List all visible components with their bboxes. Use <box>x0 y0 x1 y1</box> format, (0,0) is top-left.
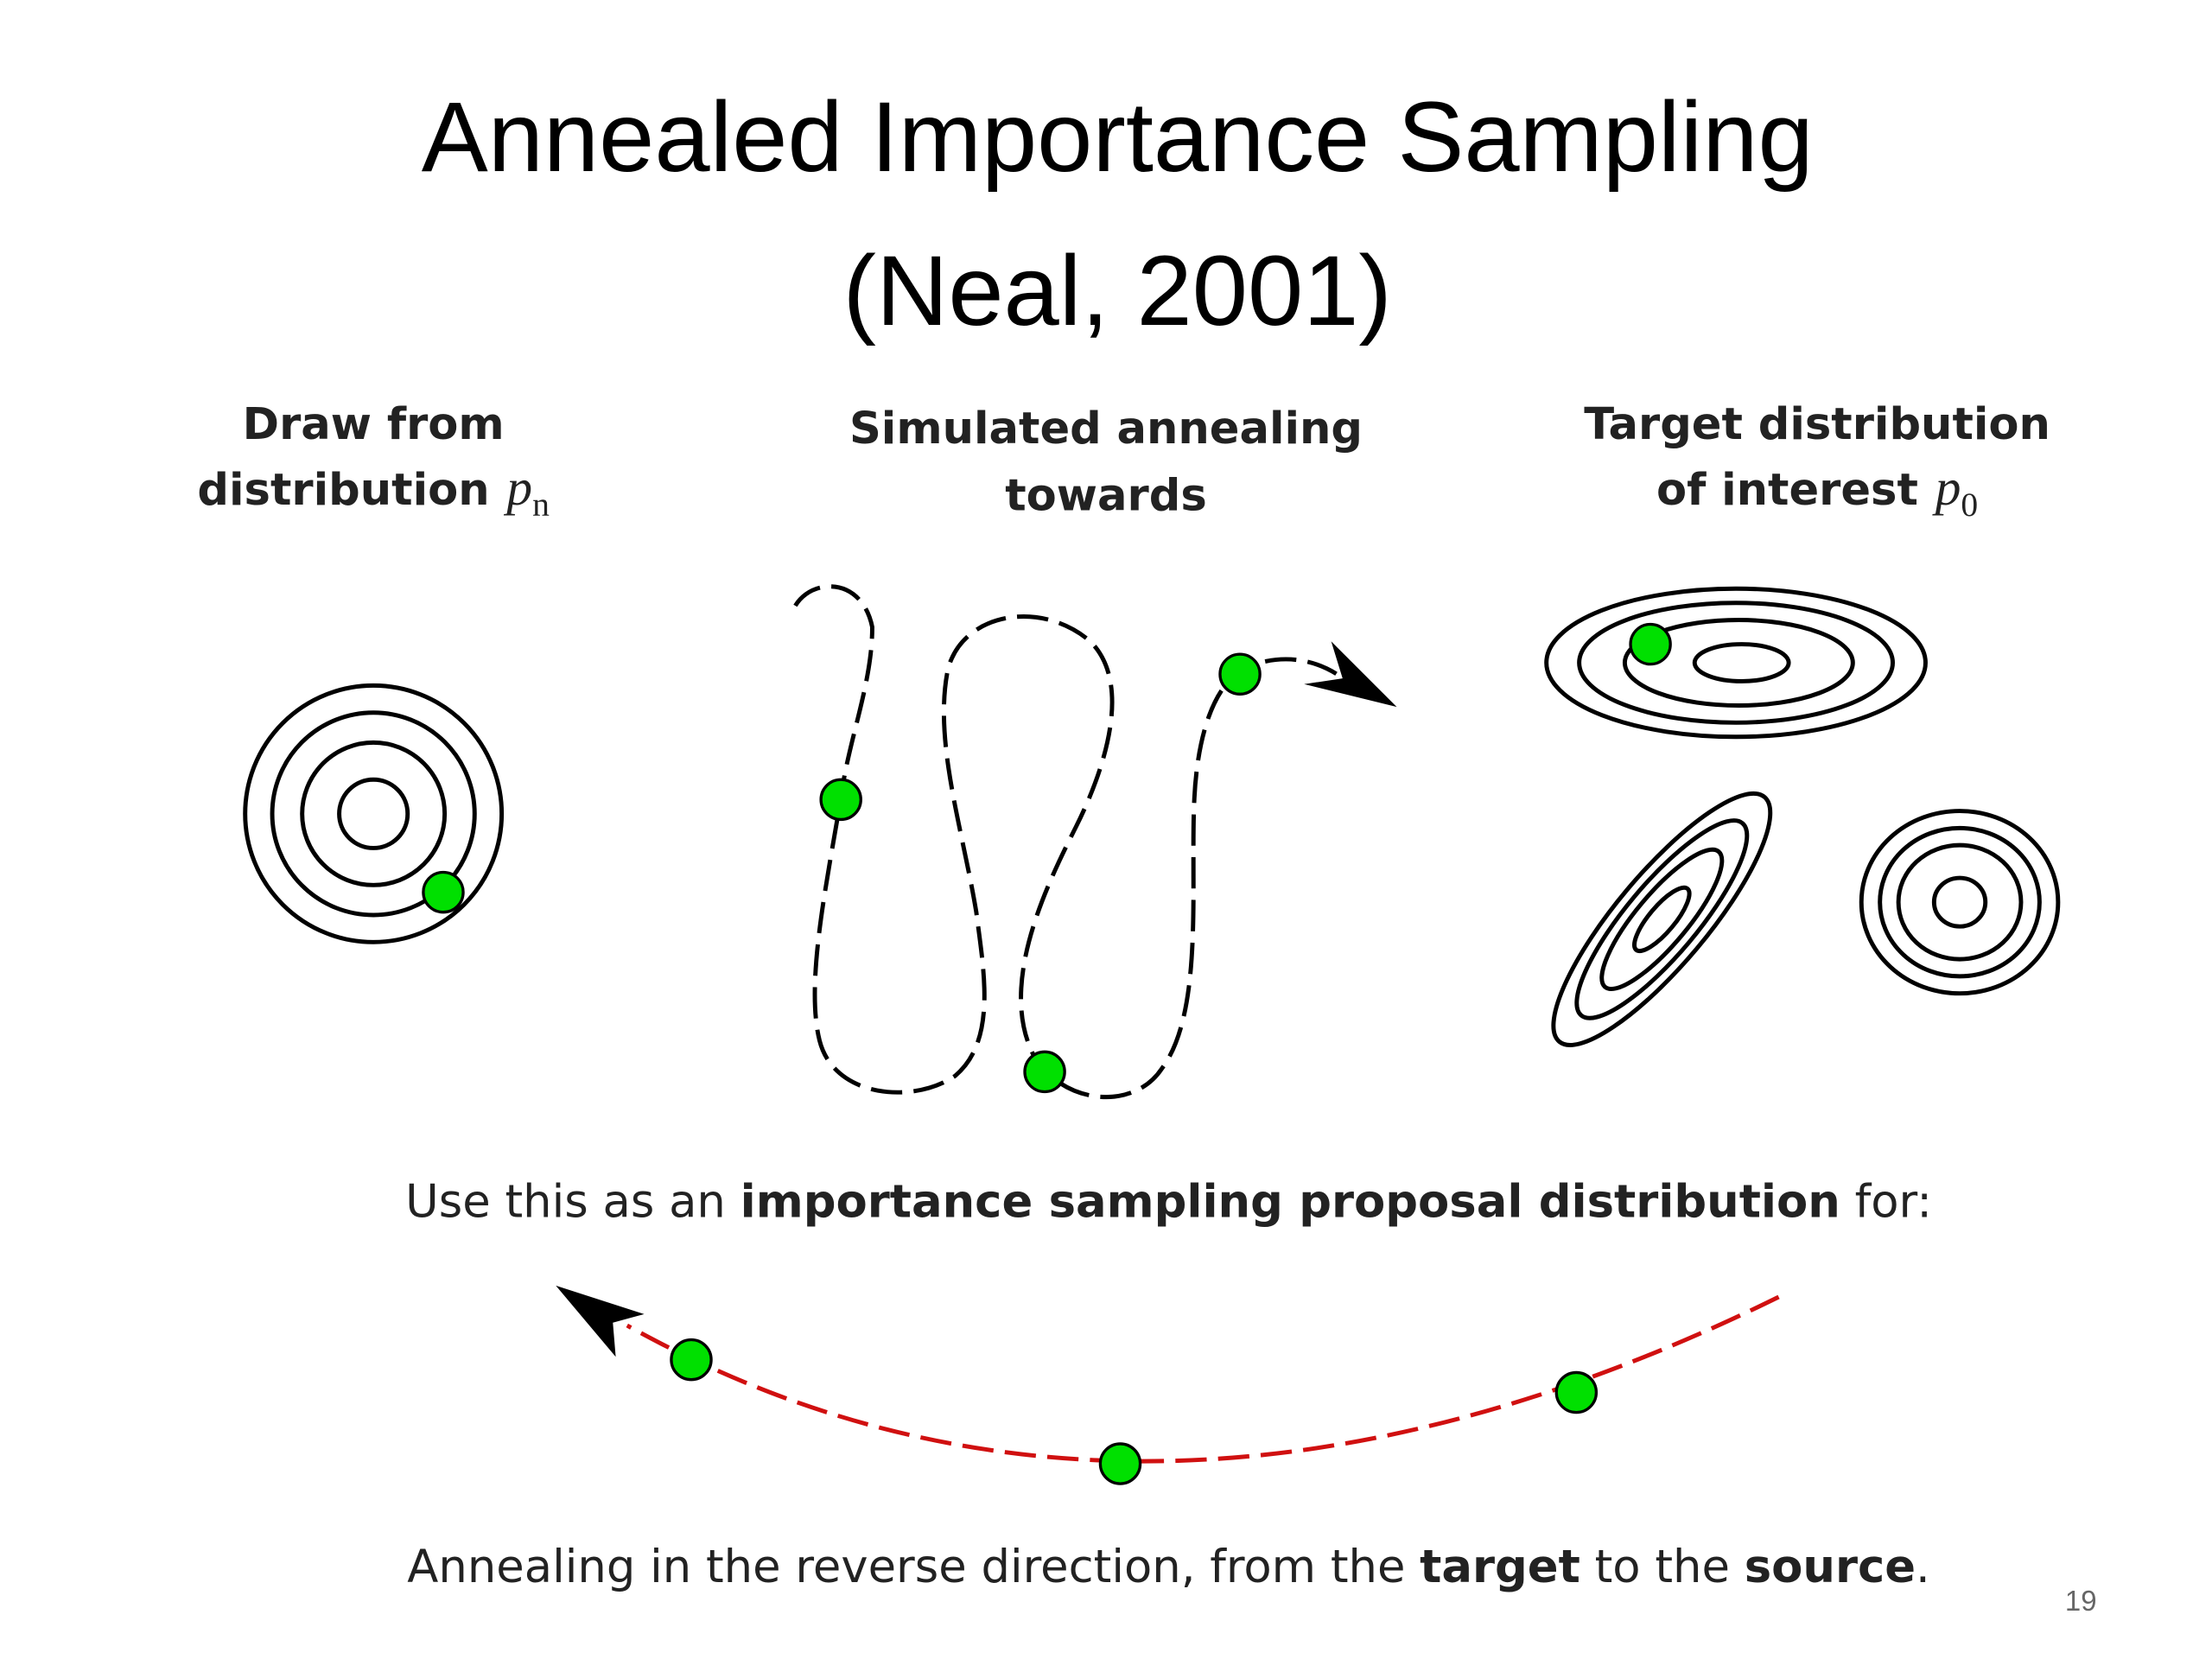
panel-heading: Draw from <box>243 399 505 450</box>
panel-heading: towards <box>1005 471 1207 522</box>
math-subscript: n <box>532 486 550 524</box>
caption-part: for: <box>1840 1176 1932 1229</box>
caption: Use this as an importance sampling propo… <box>405 1176 1932 1229</box>
panel-heading: of interest p0 <box>1656 459 1978 524</box>
caption-part: . <box>1916 1541 1930 1593</box>
heading-text: towards <box>1005 471 1207 522</box>
panel-heading: Target distribution <box>1584 399 2050 450</box>
heading-text: distribution <box>197 465 489 516</box>
caption-part: to the <box>1580 1541 1745 1593</box>
caption-part: target <box>1420 1541 1580 1593</box>
annealing-path <box>793 584 1397 1099</box>
title-line: (Neal, 2001) <box>843 235 1392 346</box>
source-distribution <box>243 683 505 944</box>
heading-text: Simulated annealing <box>849 404 1363 454</box>
panel-heading: distribution pn <box>197 459 550 524</box>
math-subscript: 0 <box>1961 486 1978 524</box>
caption: Annealing in the reverse direction, from… <box>407 1541 1929 1593</box>
caption-part: Use this as an <box>405 1176 741 1229</box>
caption-part: Annealing in the reverse direction, from… <box>407 1541 1420 1593</box>
caption-part: source <box>1745 1541 1916 1593</box>
target-distribution <box>1544 586 2061 1047</box>
heading-text: Draw from <box>243 399 505 450</box>
title-line: Annealed Importance Sampling <box>422 81 1814 193</box>
caption-part: importance sampling proposal distributio… <box>741 1176 1840 1229</box>
page-number: 19 <box>2065 1585 2097 1617</box>
math-symbol: p <box>1932 459 1961 516</box>
heading-text: of interest <box>1656 465 1918 516</box>
heading-text: Target distribution <box>1584 399 2050 450</box>
reverse-path <box>556 1285 1780 1485</box>
panel-heading: Simulated annealing <box>849 404 1363 454</box>
math-symbol: p <box>503 459 532 516</box>
